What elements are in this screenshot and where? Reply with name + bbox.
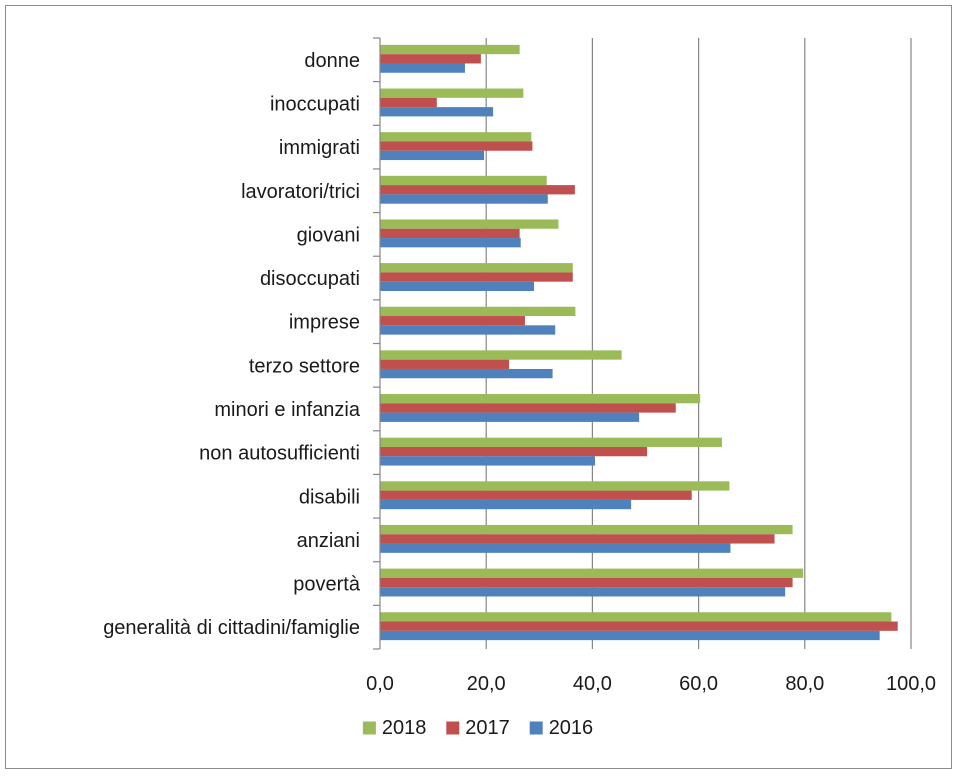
- bar-2018: [380, 88, 524, 98]
- bar-2016: [380, 630, 880, 641]
- gridlines: [485, 38, 912, 649]
- bar-2018: [380, 263, 573, 273]
- bar-2017: [380, 97, 437, 108]
- bar-2018: [380, 350, 622, 360]
- bar-2017: [380, 577, 793, 588]
- bar-2017: [380, 185, 575, 195]
- category-label: disoccupati: [260, 268, 360, 290]
- category-label: disabili: [299, 486, 360, 508]
- category-label: anziani: [297, 530, 360, 552]
- bar-2018: [380, 306, 576, 317]
- bar-2018: [380, 394, 701, 404]
- bar-2017: [380, 228, 520, 239]
- bar-2017: [380, 316, 525, 326]
- x-tick-labels: 0,0 20,0 40,0 60,0 80,0 100,0: [366, 673, 936, 695]
- category-label: terzo settore: [249, 355, 360, 377]
- bar-2018: [380, 437, 722, 447]
- bar-2016: [380, 107, 494, 117]
- bar-2018: [380, 481, 730, 491]
- bar-2016: [380, 281, 534, 291]
- category-label: immigrati: [279, 137, 360, 159]
- x-tick-label: 0,0: [366, 673, 394, 695]
- bar-2016: [380, 412, 640, 422]
- bar-2018: [380, 612, 892, 622]
- bar-2016: [380, 63, 465, 73]
- legend-label: 2017: [465, 717, 510, 739]
- bar-2017: [380, 403, 676, 413]
- bar-chart: donne inoccupati immigrati lavoratori/trici…: [103, 37, 936, 739]
- category-label: giovani: [297, 224, 360, 246]
- legend-swatch-2018: [362, 721, 376, 735]
- bar-2017: [380, 54, 481, 64]
- bar-2018: [380, 132, 532, 142]
- legend-swatch-2016: [529, 721, 543, 735]
- category-label: donne: [304, 50, 360, 72]
- category-label: non autosufficienti: [199, 443, 360, 465]
- x-tick-label: 60,0: [679, 673, 718, 695]
- bars: [380, 44, 898, 641]
- bar-2018: [380, 568, 804, 578]
- x-tick-label: 80,0: [785, 673, 824, 695]
- bar-2018: [380, 44, 520, 55]
- bar-2017: [380, 534, 775, 544]
- bar-2017: [380, 359, 510, 369]
- bar-2018: [380, 219, 559, 229]
- x-tick-label: 20,0: [467, 673, 506, 695]
- category-label: minori e infanzia: [214, 399, 361, 421]
- x-tick-label: 40,0: [573, 673, 612, 695]
- bar-2016: [380, 368, 553, 379]
- category-label: lavoratori/trici: [241, 181, 360, 203]
- bar-2017: [380, 141, 533, 151]
- bar-2016: [380, 150, 485, 161]
- axes: [373, 37, 381, 650]
- bar-2016: [380, 543, 731, 553]
- bar-2017: [380, 446, 648, 457]
- category-label: inoccupati: [270, 93, 360, 115]
- category-labels: donne inoccupati immigrati lavoratori/trici…: [103, 50, 361, 639]
- bar-2016: [380, 194, 548, 204]
- bar-2016: [380, 456, 596, 466]
- bar-2016: [380, 499, 632, 510]
- bar-2017: [380, 490, 692, 500]
- category-label: povertà: [293, 574, 361, 596]
- category-label: imprese: [289, 312, 360, 334]
- chart-container: donne inoccupati immigrati lavoratori/trici…: [5, 5, 952, 769]
- bar-2017: [380, 272, 573, 282]
- legend-label: 2016: [549, 717, 594, 739]
- bar-2016: [380, 238, 521, 248]
- legend-swatch-2017: [446, 721, 460, 735]
- bar-2018: [380, 524, 793, 535]
- legend: 2018 2017 2016: [362, 717, 594, 739]
- legend-label: 2018: [382, 717, 427, 739]
- bar-2017: [380, 621, 898, 631]
- category-label: generalità di cittadini/famiglie: [103, 617, 360, 639]
- bar-2018: [380, 175, 547, 186]
- bar-2016: [380, 587, 786, 597]
- x-tick-label: 100,0: [886, 673, 936, 695]
- bar-2016: [380, 325, 556, 335]
